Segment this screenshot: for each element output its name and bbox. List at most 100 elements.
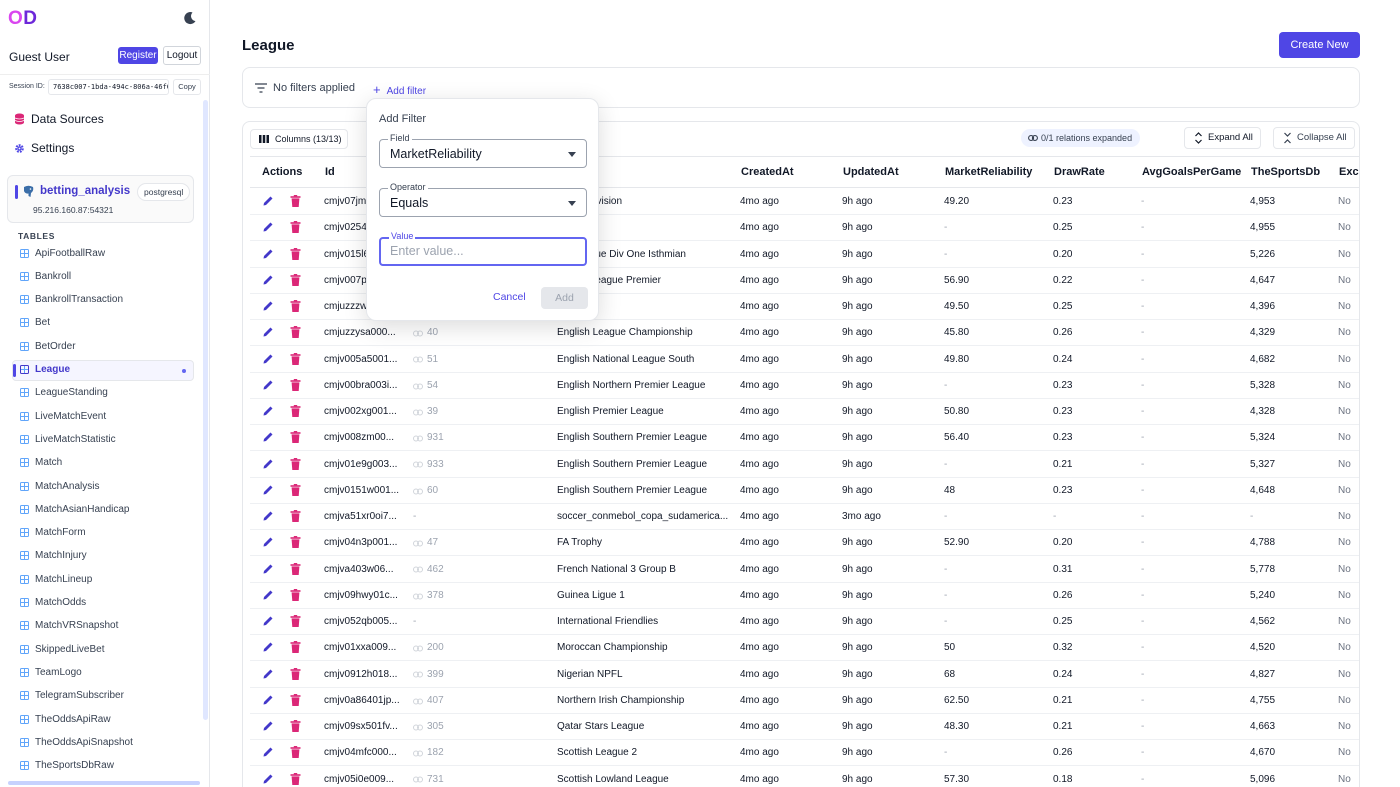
sidebar-scrollbar[interactable] xyxy=(203,100,208,720)
relation-link-icon[interactable] xyxy=(413,775,423,783)
edit-icon[interactable] xyxy=(262,641,274,653)
table-item-thesportsdbraw[interactable]: TheSportsDbRaw xyxy=(20,757,114,775)
edit-icon[interactable] xyxy=(262,668,274,680)
table-item-matchinjury[interactable]: MatchInjury xyxy=(20,547,87,565)
relation-link-icon[interactable] xyxy=(413,644,423,652)
trash-icon[interactable] xyxy=(290,405,301,417)
trash-icon[interactable] xyxy=(290,510,301,522)
table-item-apifootballraw[interactable]: ApiFootballRaw xyxy=(20,244,105,262)
edit-icon[interactable] xyxy=(262,274,274,286)
table-item-betorder[interactable]: BetOrder xyxy=(20,337,76,355)
create-new-button[interactable]: Create New xyxy=(1279,32,1360,58)
edit-icon[interactable] xyxy=(262,746,274,758)
trash-icon[interactable] xyxy=(290,562,301,575)
trash-icon[interactable] xyxy=(290,221,301,234)
relation-link-icon[interactable] xyxy=(413,460,423,468)
edit-icon[interactable] xyxy=(262,379,274,391)
trash-icon[interactable] xyxy=(290,641,301,654)
trash-icon[interactable] xyxy=(290,457,301,470)
relation-link-icon[interactable] xyxy=(413,329,423,337)
relation-link-icon[interactable] xyxy=(413,487,423,495)
copy-session-button[interactable]: Copy xyxy=(173,79,201,95)
trash-icon[interactable] xyxy=(290,352,301,365)
relation-link-icon[interactable] xyxy=(413,592,423,600)
table-item-teamlogo[interactable]: TeamLogo xyxy=(20,663,82,681)
trash-icon[interactable] xyxy=(290,247,301,260)
trash-icon[interactable] xyxy=(290,195,301,207)
column-header-actions[interactable]: Actions xyxy=(262,166,303,178)
table-item-bankroll[interactable]: Bankroll xyxy=(20,267,71,285)
relation-link-icon[interactable] xyxy=(413,723,423,731)
edit-icon[interactable] xyxy=(262,773,274,785)
column-header-updatedat[interactable]: UpdatedAt xyxy=(843,166,899,178)
edit-icon[interactable] xyxy=(262,300,274,312)
collapse-all-button[interactable]: Collapse All xyxy=(1273,127,1355,149)
table-item-matchform[interactable]: MatchForm xyxy=(20,524,86,542)
relation-link-icon[interactable] xyxy=(413,749,423,757)
trash-icon[interactable] xyxy=(290,746,301,759)
relation-link-icon[interactable] xyxy=(413,355,423,363)
table-item-matchvrsnapshot[interactable]: MatchVRSnapshot xyxy=(20,617,118,635)
table-item-bankrolltransaction[interactable]: BankrollTransaction xyxy=(20,291,123,309)
logout-button[interactable]: Logout xyxy=(163,46,201,65)
table-item-matchanalysis[interactable]: MatchAnalysis xyxy=(20,477,99,495)
table-item-skippedlivebet[interactable]: SkippedLiveBet xyxy=(20,640,105,658)
relation-link-icon[interactable] xyxy=(413,565,423,573)
edit-icon[interactable] xyxy=(262,510,274,522)
relation-link-icon[interactable] xyxy=(413,382,423,390)
table-item-matchodds[interactable]: MatchOdds xyxy=(20,594,86,612)
trash-icon[interactable] xyxy=(290,273,301,286)
nav-data-sources[interactable]: Data Sources xyxy=(14,109,104,129)
moon-icon[interactable] xyxy=(183,11,197,25)
edit-icon[interactable] xyxy=(262,195,274,207)
edit-icon[interactable] xyxy=(262,431,274,443)
edit-icon[interactable] xyxy=(262,458,274,470)
trash-icon[interactable] xyxy=(290,483,301,496)
value-input[interactable] xyxy=(390,244,575,258)
table-item-match[interactable]: Match xyxy=(20,454,62,472)
trash-icon[interactable] xyxy=(290,588,301,601)
trash-icon[interactable] xyxy=(290,693,301,706)
edit-icon[interactable] xyxy=(262,694,274,706)
register-button[interactable]: Register xyxy=(118,47,158,64)
trash-icon[interactable] xyxy=(290,431,301,444)
relation-link-icon[interactable] xyxy=(413,539,423,547)
database-card[interactable]: betting_analysis postgresql 95.216.160.8… xyxy=(7,175,194,223)
trash-icon[interactable] xyxy=(290,720,301,732)
operator-select[interactable]: Operator Equals xyxy=(379,182,587,217)
table-item-leaguestanding[interactable]: LeagueStanding xyxy=(20,384,108,402)
edit-icon[interactable] xyxy=(262,484,274,496)
value-field[interactable]: Value xyxy=(379,231,587,266)
edit-icon[interactable] xyxy=(262,326,274,338)
edit-icon[interactable] xyxy=(262,221,274,233)
columns-button[interactable]: Columns (13/13) xyxy=(250,129,348,149)
column-header-drawrate[interactable]: DrawRate xyxy=(1054,166,1105,178)
edit-icon[interactable] xyxy=(262,589,274,601)
column-header-avggoalspergame[interactable]: AvgGoalsPerGame xyxy=(1142,166,1242,178)
edit-icon[interactable] xyxy=(262,720,274,732)
trash-icon[interactable] xyxy=(290,326,301,339)
table-item-livematchevent[interactable]: LiveMatchEvent xyxy=(20,407,106,425)
sidebar-horizontal-scrollbar[interactable] xyxy=(8,781,200,785)
trash-icon[interactable] xyxy=(290,300,301,312)
trash-icon[interactable] xyxy=(290,378,301,391)
trash-icon[interactable] xyxy=(290,772,301,785)
table-item-matchasianhandicap[interactable]: MatchAsianHandicap xyxy=(20,500,130,518)
trash-icon[interactable] xyxy=(290,667,301,680)
column-header-marketreliability[interactable]: MarketReliability xyxy=(945,166,1033,178)
relation-link-icon[interactable] xyxy=(413,434,423,442)
column-header-createdat[interactable]: CreatedAt xyxy=(741,166,794,178)
table-item-league[interactable]: League xyxy=(20,361,70,379)
edit-icon[interactable] xyxy=(262,536,274,548)
cancel-button[interactable]: Cancel xyxy=(493,291,526,303)
column-header-excl[interactable]: Excl xyxy=(1339,166,1360,178)
edit-icon[interactable] xyxy=(262,563,274,575)
relation-link-icon[interactable] xyxy=(413,670,423,678)
table-item-telegramsubscriber[interactable]: TelegramSubscriber xyxy=(20,687,124,705)
app-logo[interactable]: OD xyxy=(8,8,38,29)
table-item-theoddsapisnapshot[interactable]: TheOddsApiSnapshot xyxy=(20,733,133,751)
field-select[interactable]: Field MarketReliability xyxy=(379,133,587,168)
table-item-theoddsapiraw[interactable]: TheOddsApiRaw xyxy=(20,710,111,728)
edit-icon[interactable] xyxy=(262,405,274,417)
edit-icon[interactable] xyxy=(262,615,274,627)
